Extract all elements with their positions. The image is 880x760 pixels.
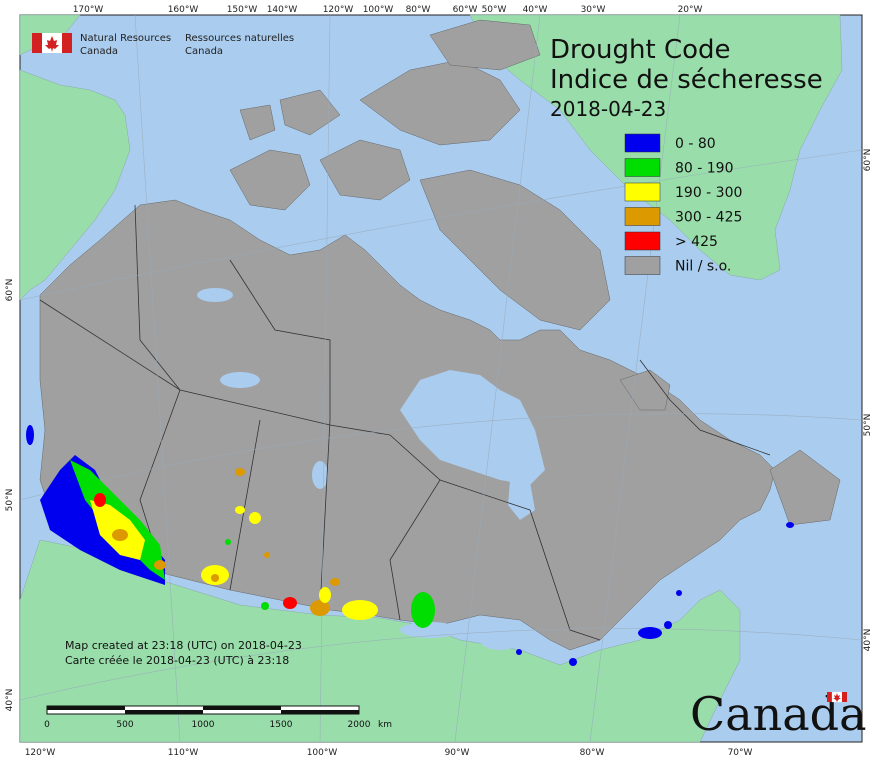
drought-patch-red-sk [283,597,297,609]
drought-patch-blue-qc [569,658,577,666]
drought-patch-red-bc [94,493,106,507]
drought-patch-orange-sk2 [264,552,270,558]
alaska [19,69,131,301]
grat-top-label: 160°W [168,5,199,15]
grat-top-label: 140°W [267,5,298,15]
grat-left-label: 50°N [5,489,15,512]
legend: 0 - 80 80 - 190 190 - 300 300 - 425 > 425 Nil… [624,133,742,275]
drought-patch-green-sk2 [261,602,269,610]
grat-top-label: 150°W [227,5,258,15]
drought-patch-orange-kootenay [154,560,166,570]
legend-label-4: > 425 [675,234,718,250]
james-bay [508,480,535,520]
canada-wordmark: Canada [690,687,867,741]
hudson-bay [400,370,545,485]
creation-note-en: Map created at 23:18 (UTC) on 2018-04-23 [65,639,302,652]
scale-tick-label: 500 [116,720,133,730]
graticule-labels-right: 60°N 50°N 40°N [863,149,873,652]
drought-patch-orange-mb [310,600,330,616]
grat-bottom-label: 90°W [445,748,470,758]
legend-swatch-1 [624,158,661,177]
legend-swatch-3 [624,207,661,226]
drought-patch-green-sk [225,539,231,545]
scale-tick-label: 1500 [270,720,293,730]
grat-right-label: 50°N [863,414,873,437]
grat-bottom-label: 70°W [728,748,753,758]
grat-bottom-label: 120°W [25,748,56,758]
flag-left-band [32,33,42,53]
title-line2: Indice de sécheresse [550,65,823,95]
agency-en-line2: Canada [80,46,118,57]
legend-label-5: Nil / s.o. [675,259,731,275]
agency-fr-line1: Ressources naturelles [185,33,294,44]
drought-patch-orange-mb2 [330,578,340,586]
legend-swatch-2 [624,182,661,202]
drought-patch-yellow-sk2 [235,506,245,514]
grat-top-label: 170°W [73,5,104,15]
drought-patch-orange-ab [211,574,219,582]
graticule-labels-bottom: 120°W 110°W 100°W 90°W 80°W 70°W [25,748,753,758]
drought-patch-yellow-mb2 [342,600,378,620]
united-states [19,539,741,743]
drought-patch-blue-qc2 [676,590,682,596]
grat-right-label: 40°N [863,629,873,652]
provincial-boundaries [39,204,771,641]
grat-top-label: 100°W [363,5,394,15]
grat-bottom-label: 100°W [307,748,338,758]
flag-right-band [62,33,72,53]
grat-bottom-label: 80°W [580,748,605,758]
grat-top-label: 30°W [581,5,606,15]
drought-code-patches [26,425,794,666]
grat-left-label: 40°N [5,689,15,712]
drought-patch-yellow-mb [319,587,331,603]
scale-tick-label: 1000 [192,720,215,730]
drought-patch-blue-hg [26,425,34,445]
graticule-labels-top: 170°W 160°W 150°W 140°W 120°W 100°W 80°W 60°W 50… [73,5,703,15]
title-date: 2018-04-23 [550,97,666,121]
grat-top-label: 60°W [453,5,478,15]
drought-patch-blue-nf [786,522,794,528]
creation-note-fr: Carte créée le 2018-04-23 (UTC) à 23:18 [65,654,289,667]
grat-right-label: 60°N [863,149,873,172]
grat-bottom-label: 110°W [168,748,199,758]
wordmark-maple-leaf-icon [833,693,841,702]
scale-tick-label: 2000 [348,720,371,730]
grat-top-label: 80°W [406,5,431,15]
agency-header: Natural Resources Canada Ressources natu… [32,33,294,57]
canada-mainland [39,199,776,651]
lakes [197,288,569,661]
scale-tick-label: 0 [44,720,50,730]
drought-patch-yellow-sk1 [249,512,261,524]
maple-leaf-icon [45,36,59,52]
grat-left-label: 60°N [5,279,15,302]
grat-top-label: 50°W [482,5,507,15]
drought-patch-orange-sk [235,468,245,476]
graticule-lines [19,14,863,743]
grat-top-label: 40°W [523,5,548,15]
grat-top-label: 120°W [323,5,354,15]
legend-label-1: 80 - 190 [675,161,734,177]
legend-label-0: 0 - 80 [675,136,716,152]
scale-unit: km [378,720,392,730]
agency-fr-line2: Canada [185,46,223,57]
legend-label-3: 300 - 425 [675,210,742,226]
legend-label-2: 190 - 300 [675,185,742,201]
drought-patch-blue-ns [638,627,662,639]
legend-swatch-4 [624,231,661,251]
drought-patch-orange-bc [112,529,128,541]
graticule-labels-left: 60°N 50°N 40°N [5,279,15,712]
drought-patch-green-on [411,592,435,628]
grat-top-label: 20°W [678,5,703,15]
legend-swatch-0 [624,133,661,153]
drought-patch-blue-nb [664,621,672,629]
arctic-archipelago [229,19,841,526]
scale-bar: 0 500 1000 1500 2000 km [44,705,392,730]
drought-patch-blue-on [516,649,522,655]
agency-en-line1: Natural Resources [80,33,171,44]
legend-swatch-5 [624,256,661,275]
title-line1: Drought Code [550,35,731,65]
